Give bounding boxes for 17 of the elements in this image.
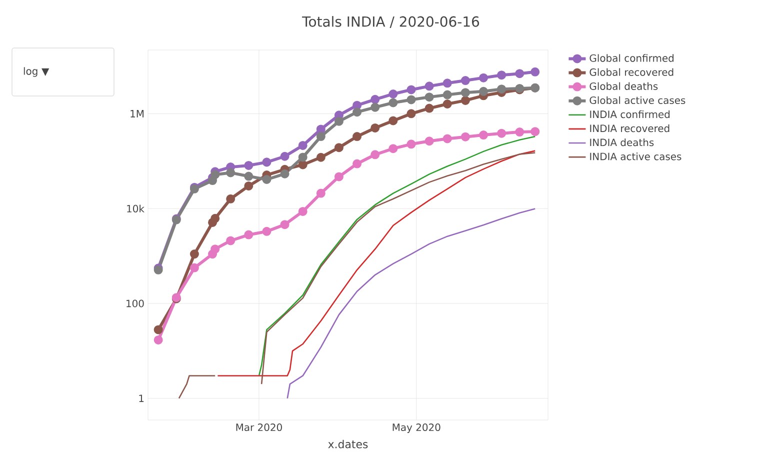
y-tick-label: 1 [139,394,144,402]
y-tick-label: 1M [130,110,144,118]
chart-title: Totals INDIA / 2020-06-16 [302,16,480,28]
x-tick-label: Mar 2020 [236,424,282,432]
legend-label: INDIA confirmed [590,110,670,118]
legend-label: Global active cases [590,96,686,104]
text: log ▼ [24,67,50,77]
y-tick-label: 10k [127,204,144,212]
legend-label: Global confirmed [590,54,674,62]
legend-label: INDIA active cases [590,152,682,160]
x-tick-label: May 2020 [392,424,440,433]
legend-label: Global deaths [590,82,658,90]
x-axis-title: x.dates [328,440,368,448]
y-tick-label: 100 [126,300,144,308]
legend-label: INDIA recovered [590,124,670,132]
legend-label: Global recovered [590,68,674,76]
legend-label: INDIA deaths [590,138,654,146]
